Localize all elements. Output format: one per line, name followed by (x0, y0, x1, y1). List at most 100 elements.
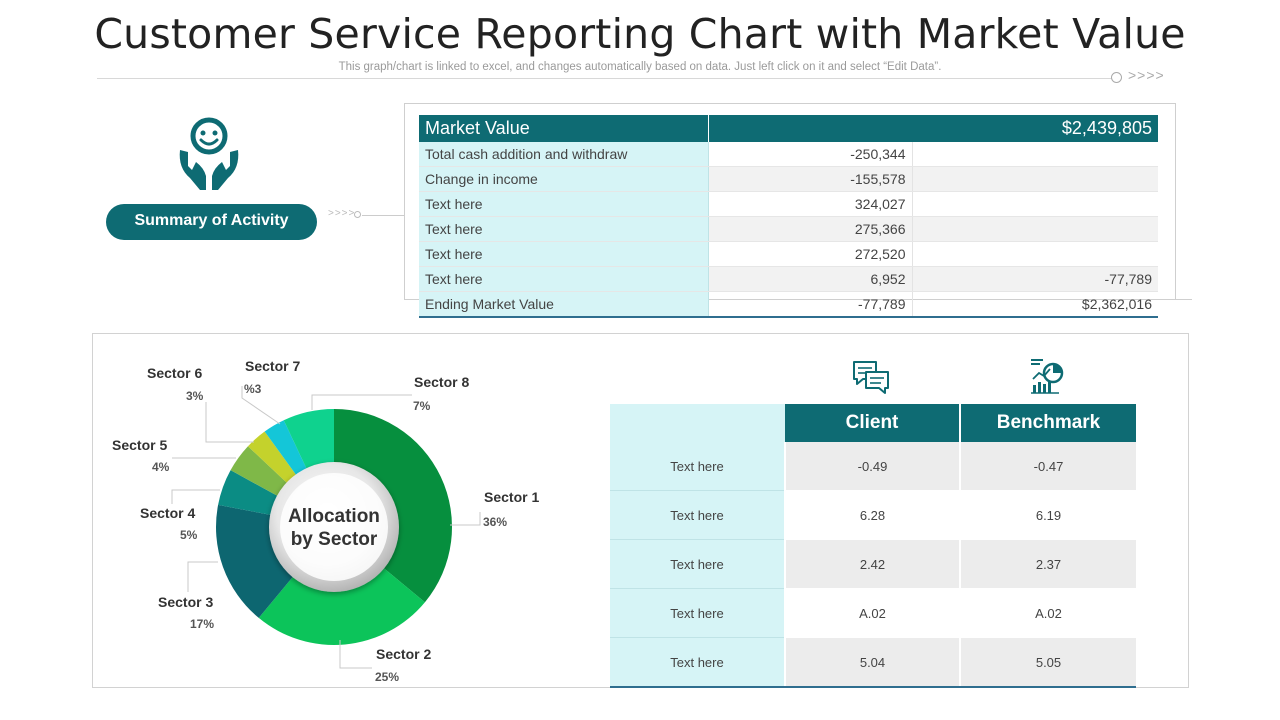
benchmark-row-label: Text here (610, 442, 786, 491)
market-value-row-value: -155,578 (708, 166, 913, 192)
market-value-table: Market Value $2,439,805 Total cash addit… (419, 115, 1158, 318)
market-value-row-label: Text here (419, 266, 709, 292)
sector-4-label: Sector 4 (140, 505, 196, 521)
table-row: Change in income -155,578 (419, 166, 1158, 192)
benchmark-row-benchmark: 2.37 (960, 539, 1136, 589)
sector-3-label: Sector 3 (158, 594, 214, 610)
market-value-header-value: $2,439,805 (708, 115, 1158, 142)
market-value-row-value: 324,027 (708, 191, 913, 217)
market-value-header-row: Market Value $2,439,805 (419, 115, 1158, 142)
market-value-row-extra (912, 216, 1158, 242)
donut-slice-sector-2 (258, 567, 425, 645)
donut-center-line1: Allocation (288, 506, 380, 527)
sector-7-pct: %3 (244, 382, 262, 396)
market-value-row-extra (912, 166, 1158, 192)
connector-line (362, 215, 405, 216)
market-value-row-extra (912, 142, 1158, 167)
market-value-frame-tail (1160, 299, 1192, 300)
donut-slice-sector-8 (283, 409, 334, 470)
divider-circle-icon (1111, 72, 1122, 83)
donut-slice-sector-4 (218, 470, 278, 516)
benchmark-table: Client Benchmark Text here -0.49 -0.47 Text… (610, 404, 1136, 688)
market-value-row-label: Text here (419, 216, 709, 242)
market-value-row-extra: -77,789 (912, 266, 1158, 292)
market-value-row-label: Change in income (419, 166, 709, 192)
market-value-row-extra (912, 191, 1158, 217)
donut-slice-sector-1 (334, 409, 452, 603)
donut-slice-sector-7 (264, 420, 307, 476)
sector-2-pct: 25% (375, 670, 400, 684)
benchmark-row-benchmark: -0.47 (960, 442, 1136, 491)
happy-customer-icon (179, 117, 239, 190)
donut-slice-sector-3 (216, 504, 294, 618)
benchmark-row-benchmark: 5.05 (960, 637, 1136, 688)
market-value-row-extra: $2,362,016 (912, 291, 1158, 318)
market-value-row-value: -250,344 (708, 142, 913, 167)
donut-hub-inner (280, 473, 388, 581)
analytics-chart-icon (1031, 359, 1064, 394)
allocation-donut-chart: Allocation by Sector (216, 409, 452, 645)
benchmark-header-row: Client Benchmark (610, 404, 1136, 442)
market-value-row-value: -77,789 (708, 291, 913, 318)
title-divider-right (1030, 78, 1115, 79)
benchmark-row-benchmark: A.02 (960, 588, 1136, 638)
sector-1-pct: 36% (483, 515, 508, 529)
market-value-row-value: 272,520 (708, 241, 913, 267)
benchmark-row-client: 6.28 (785, 490, 961, 540)
sector-8-label: Sector 8 (414, 374, 470, 390)
benchmark-row-benchmark: 6.19 (960, 490, 1136, 540)
donut-center-line2: by Sector (291, 529, 378, 550)
sector-8-pct: 7% (413, 399, 431, 413)
sector-5-label: Sector 5 (112, 437, 168, 453)
benchmark-row-client: 5.04 (785, 637, 961, 688)
market-value-row-label: Text here (419, 241, 709, 267)
table-row: Text here -0.49 -0.47 (610, 442, 1136, 491)
benchmark-row-label: Text here (610, 539, 786, 589)
table-row: Text here A.02 A.02 (610, 588, 1136, 638)
table-row: Total cash addition and withdraw -250,344 (419, 142, 1158, 167)
table-row: Ending Market Value -77,789 $2,362,016 (419, 291, 1158, 318)
divider-arrows-icon: >>>> (1128, 67, 1165, 83)
market-value-row-label: Text here (419, 191, 709, 217)
sector-5-pct: 4% (152, 460, 170, 474)
sector-2-label: Sector 2 (376, 646, 432, 662)
sector-6-label: Sector 6 (147, 365, 203, 381)
table-row: Text here 272,520 (419, 241, 1158, 267)
donut-slice-sector-5 (230, 446, 288, 497)
chat-bubbles-icon (853, 361, 889, 394)
page-title: Customer Service Reporting Chart with Ma… (94, 10, 1186, 58)
table-row: Text here 6.28 6.19 (610, 490, 1136, 540)
benchmark-row-client: 2.42 (785, 539, 961, 589)
benchmark-row-label: Text here (610, 637, 786, 688)
sector-3-pct: 17% (190, 617, 215, 631)
benchmark-row-client: -0.49 (785, 442, 961, 491)
donut-slice-sector-6 (247, 431, 297, 484)
table-row: Text here 275,366 (419, 216, 1158, 242)
connector-arrows-icon: >>>> (328, 208, 356, 219)
page-subtitle: This graph/chart is linked to excel, and… (338, 61, 942, 73)
market-value-row-value: 6,952 (708, 266, 913, 292)
summary-of-activity-button[interactable]: Summary of Activity (106, 204, 317, 240)
table-row: Text here 2.42 2.37 (610, 539, 1136, 589)
market-value-row-label: Ending Market Value (419, 291, 709, 318)
benchmark-row-label: Text here (610, 490, 786, 540)
sector-7-label: Sector 7 (245, 358, 301, 374)
benchmark-row-client: A.02 (785, 588, 961, 638)
benchmark-header-benchmark: Benchmark (960, 404, 1136, 442)
benchmark-row-label: Text here (610, 588, 786, 638)
table-row: Text here 324,027 (419, 191, 1158, 217)
market-value-row-label: Total cash addition and withdraw (419, 142, 709, 167)
connector-dot-icon (354, 211, 361, 218)
market-value-row-value: 275,366 (708, 216, 913, 242)
sector-4-pct: 5% (180, 528, 198, 542)
table-row: Text here 5.04 5.05 (610, 637, 1136, 688)
benchmark-header-client: Client (785, 404, 961, 442)
sector-1-label: Sector 1 (484, 489, 540, 505)
title-divider (97, 78, 1097, 79)
market-value-header-label: Market Value (419, 115, 709, 142)
bottom-panel-frame (92, 333, 1189, 688)
table-row: Text here 6,952 -77,789 (419, 266, 1158, 292)
market-value-row-extra (912, 241, 1158, 267)
benchmark-header-blank (610, 404, 785, 442)
sector-6-pct: 3% (186, 389, 204, 403)
